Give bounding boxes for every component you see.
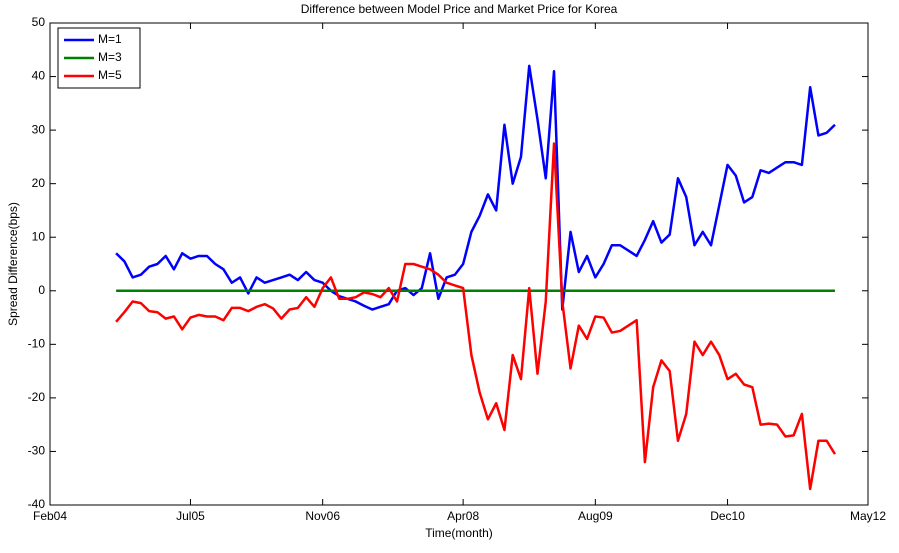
x-tick-label: May12 — [850, 509, 886, 523]
legend-label: M=1 — [98, 32, 122, 46]
y-tick-label: 40 — [32, 69, 46, 83]
y-tick-label: -20 — [28, 390, 46, 404]
y-tick-label: -10 — [28, 337, 46, 351]
y-axis-label: Spread Difference(bps) — [6, 202, 20, 326]
y-tick-label: -40 — [28, 497, 46, 511]
series-line — [115, 64, 836, 311]
axes-box — [49, 22, 869, 506]
x-axis-label: Time(month) — [425, 526, 493, 540]
x-tick-label: Feb04 — [33, 509, 67, 523]
legend-label: M=5 — [98, 68, 122, 82]
y-tick-label: 0 — [38, 283, 45, 297]
chart-title: Difference between Model Price and Marke… — [301, 2, 618, 16]
y-tick-label: 30 — [32, 122, 46, 136]
y-tick-label: -30 — [28, 444, 46, 458]
x-tick-label: Jul05 — [176, 509, 205, 523]
x-tick-label: Apr08 — [447, 509, 479, 523]
x-tick-label: Dec10 — [710, 509, 745, 523]
y-tick-label: 10 — [32, 229, 46, 243]
series-line — [115, 142, 837, 491]
y-tick-label: 20 — [32, 176, 46, 190]
x-tick-label: Nov06 — [305, 509, 340, 523]
legend-label: M=3 — [98, 50, 122, 64]
x-tick-label: Aug09 — [578, 509, 613, 523]
y-tick-label: 50 — [32, 15, 46, 29]
